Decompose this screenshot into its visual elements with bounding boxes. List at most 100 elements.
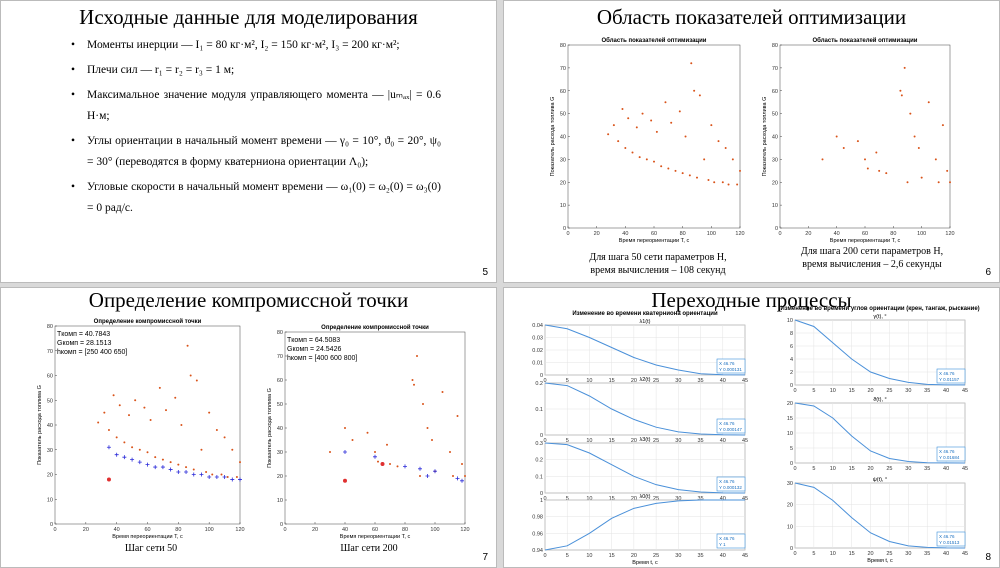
y-tick-label: 60 xyxy=(277,378,283,384)
x-tick-label: 5 xyxy=(566,553,569,559)
point xyxy=(937,181,940,184)
y-tick-label: 70 xyxy=(47,349,53,355)
x-tick-label: 35 xyxy=(924,466,930,472)
x-tick-label: 10 xyxy=(830,466,836,472)
point xyxy=(664,101,667,104)
point xyxy=(426,427,429,429)
datatip-text: X 46.76 xyxy=(719,536,735,541)
bullet: Угловые скорости в начальный момент врем… xyxy=(71,177,441,219)
annotation: hкомп = [400 600 800] xyxy=(287,355,357,362)
x-tick-label: 20 xyxy=(631,438,637,444)
x-tick-label: 35 xyxy=(697,438,703,444)
bullet: Углы ориентации в начальный момент време… xyxy=(71,131,441,173)
point xyxy=(186,344,189,347)
y-tick-label: 50 xyxy=(772,112,778,118)
annotation: Gкомп = 24.5426 xyxy=(287,346,341,353)
point xyxy=(103,411,106,414)
y-tick-label: 0.04 xyxy=(532,323,543,329)
datatip xyxy=(716,533,746,549)
point xyxy=(165,409,167,412)
x-axis-label: Время переориентации T, с xyxy=(112,534,183,540)
datatip-text: X 46.76 xyxy=(719,361,735,366)
x-tick-label: 40 xyxy=(342,527,348,533)
point xyxy=(344,427,346,429)
x-tick-label: 60 xyxy=(862,231,868,237)
point xyxy=(145,462,150,467)
y-tick-label: 20 xyxy=(787,503,793,509)
point xyxy=(645,158,648,161)
chart-subtitle: λ3(t) xyxy=(640,437,651,443)
point xyxy=(713,181,716,184)
point xyxy=(416,355,418,357)
y-tick-label: 20 xyxy=(787,401,793,407)
point xyxy=(176,470,181,475)
point xyxy=(131,446,134,449)
point xyxy=(191,472,196,477)
datatip xyxy=(716,476,746,492)
plot-area xyxy=(544,442,746,494)
point xyxy=(899,89,902,92)
x-tick-label: 120 xyxy=(460,527,469,533)
y-tick-label: 0.1 xyxy=(535,407,543,413)
datatip-text: Y 0.000132 xyxy=(719,485,742,490)
bullet: Плечи сил — r₁ = r₂ = r₃ = 1 м; xyxy=(71,60,441,81)
y-tick-label: 50 xyxy=(560,112,566,118)
x-tick-label: 0 xyxy=(543,378,546,384)
datatip xyxy=(716,418,746,434)
point xyxy=(238,477,242,482)
chart-title: Область показателей оптимизации xyxy=(813,37,918,44)
y-tick-label: 70 xyxy=(772,66,778,72)
point xyxy=(724,146,727,149)
point xyxy=(184,470,189,475)
point xyxy=(835,135,838,138)
x-tick-label: 25 xyxy=(653,496,659,502)
y-tick-label: 5 xyxy=(790,446,793,452)
point xyxy=(739,169,741,172)
point xyxy=(949,181,951,184)
y-tick-label: 10 xyxy=(277,498,283,504)
slide-title: Область показателей оптимизации xyxy=(596,5,907,29)
point xyxy=(866,167,869,170)
point xyxy=(641,112,644,115)
point xyxy=(696,176,698,179)
point xyxy=(842,146,845,149)
point xyxy=(211,473,214,476)
point xyxy=(707,178,710,181)
point xyxy=(374,451,376,453)
x-tick-label: 0 xyxy=(543,553,546,559)
point xyxy=(161,458,164,461)
point xyxy=(137,460,142,465)
y-tick-label: 8 xyxy=(790,331,793,337)
datatip-text: X 46.76 xyxy=(939,371,955,376)
point xyxy=(106,445,111,450)
line xyxy=(794,482,966,549)
x-tick-label: 40 xyxy=(720,378,726,384)
x-tick-label: 30 xyxy=(905,388,911,394)
y-tick-label: 0.01 xyxy=(532,361,543,367)
x-tick-label: 15 xyxy=(849,388,855,394)
x-axis-label: Время переориентации T, с xyxy=(619,238,690,244)
x-tick-label: 20 xyxy=(594,231,600,237)
point xyxy=(235,475,238,478)
point xyxy=(638,156,641,159)
x-tick-label: 40 xyxy=(834,231,840,237)
y-tick-label: 30 xyxy=(560,157,566,163)
slide-number: 5 xyxy=(482,267,488,278)
point xyxy=(621,108,624,111)
x-tick-label: 5 xyxy=(566,378,569,384)
annotation: Tкомп = 64.5083 xyxy=(287,337,340,344)
x-tick-label: 0 xyxy=(53,527,56,533)
x-tick-label: 5 xyxy=(812,388,815,394)
x-tick-label: 20 xyxy=(631,553,637,559)
y-tick-label: 60 xyxy=(560,89,566,95)
datatip-text: Y 1 xyxy=(719,542,726,547)
point xyxy=(169,461,172,464)
point xyxy=(821,158,824,161)
x-tick-label: 60 xyxy=(372,527,378,533)
y-tick-label: 60 xyxy=(47,374,53,380)
point xyxy=(736,183,739,186)
datatip-text: Y 0.01684 xyxy=(939,455,960,460)
x-tick-label: 10 xyxy=(586,553,592,559)
y-tick-label: 10 xyxy=(787,524,793,530)
chart-subtitle: λ1(t) xyxy=(640,319,651,325)
